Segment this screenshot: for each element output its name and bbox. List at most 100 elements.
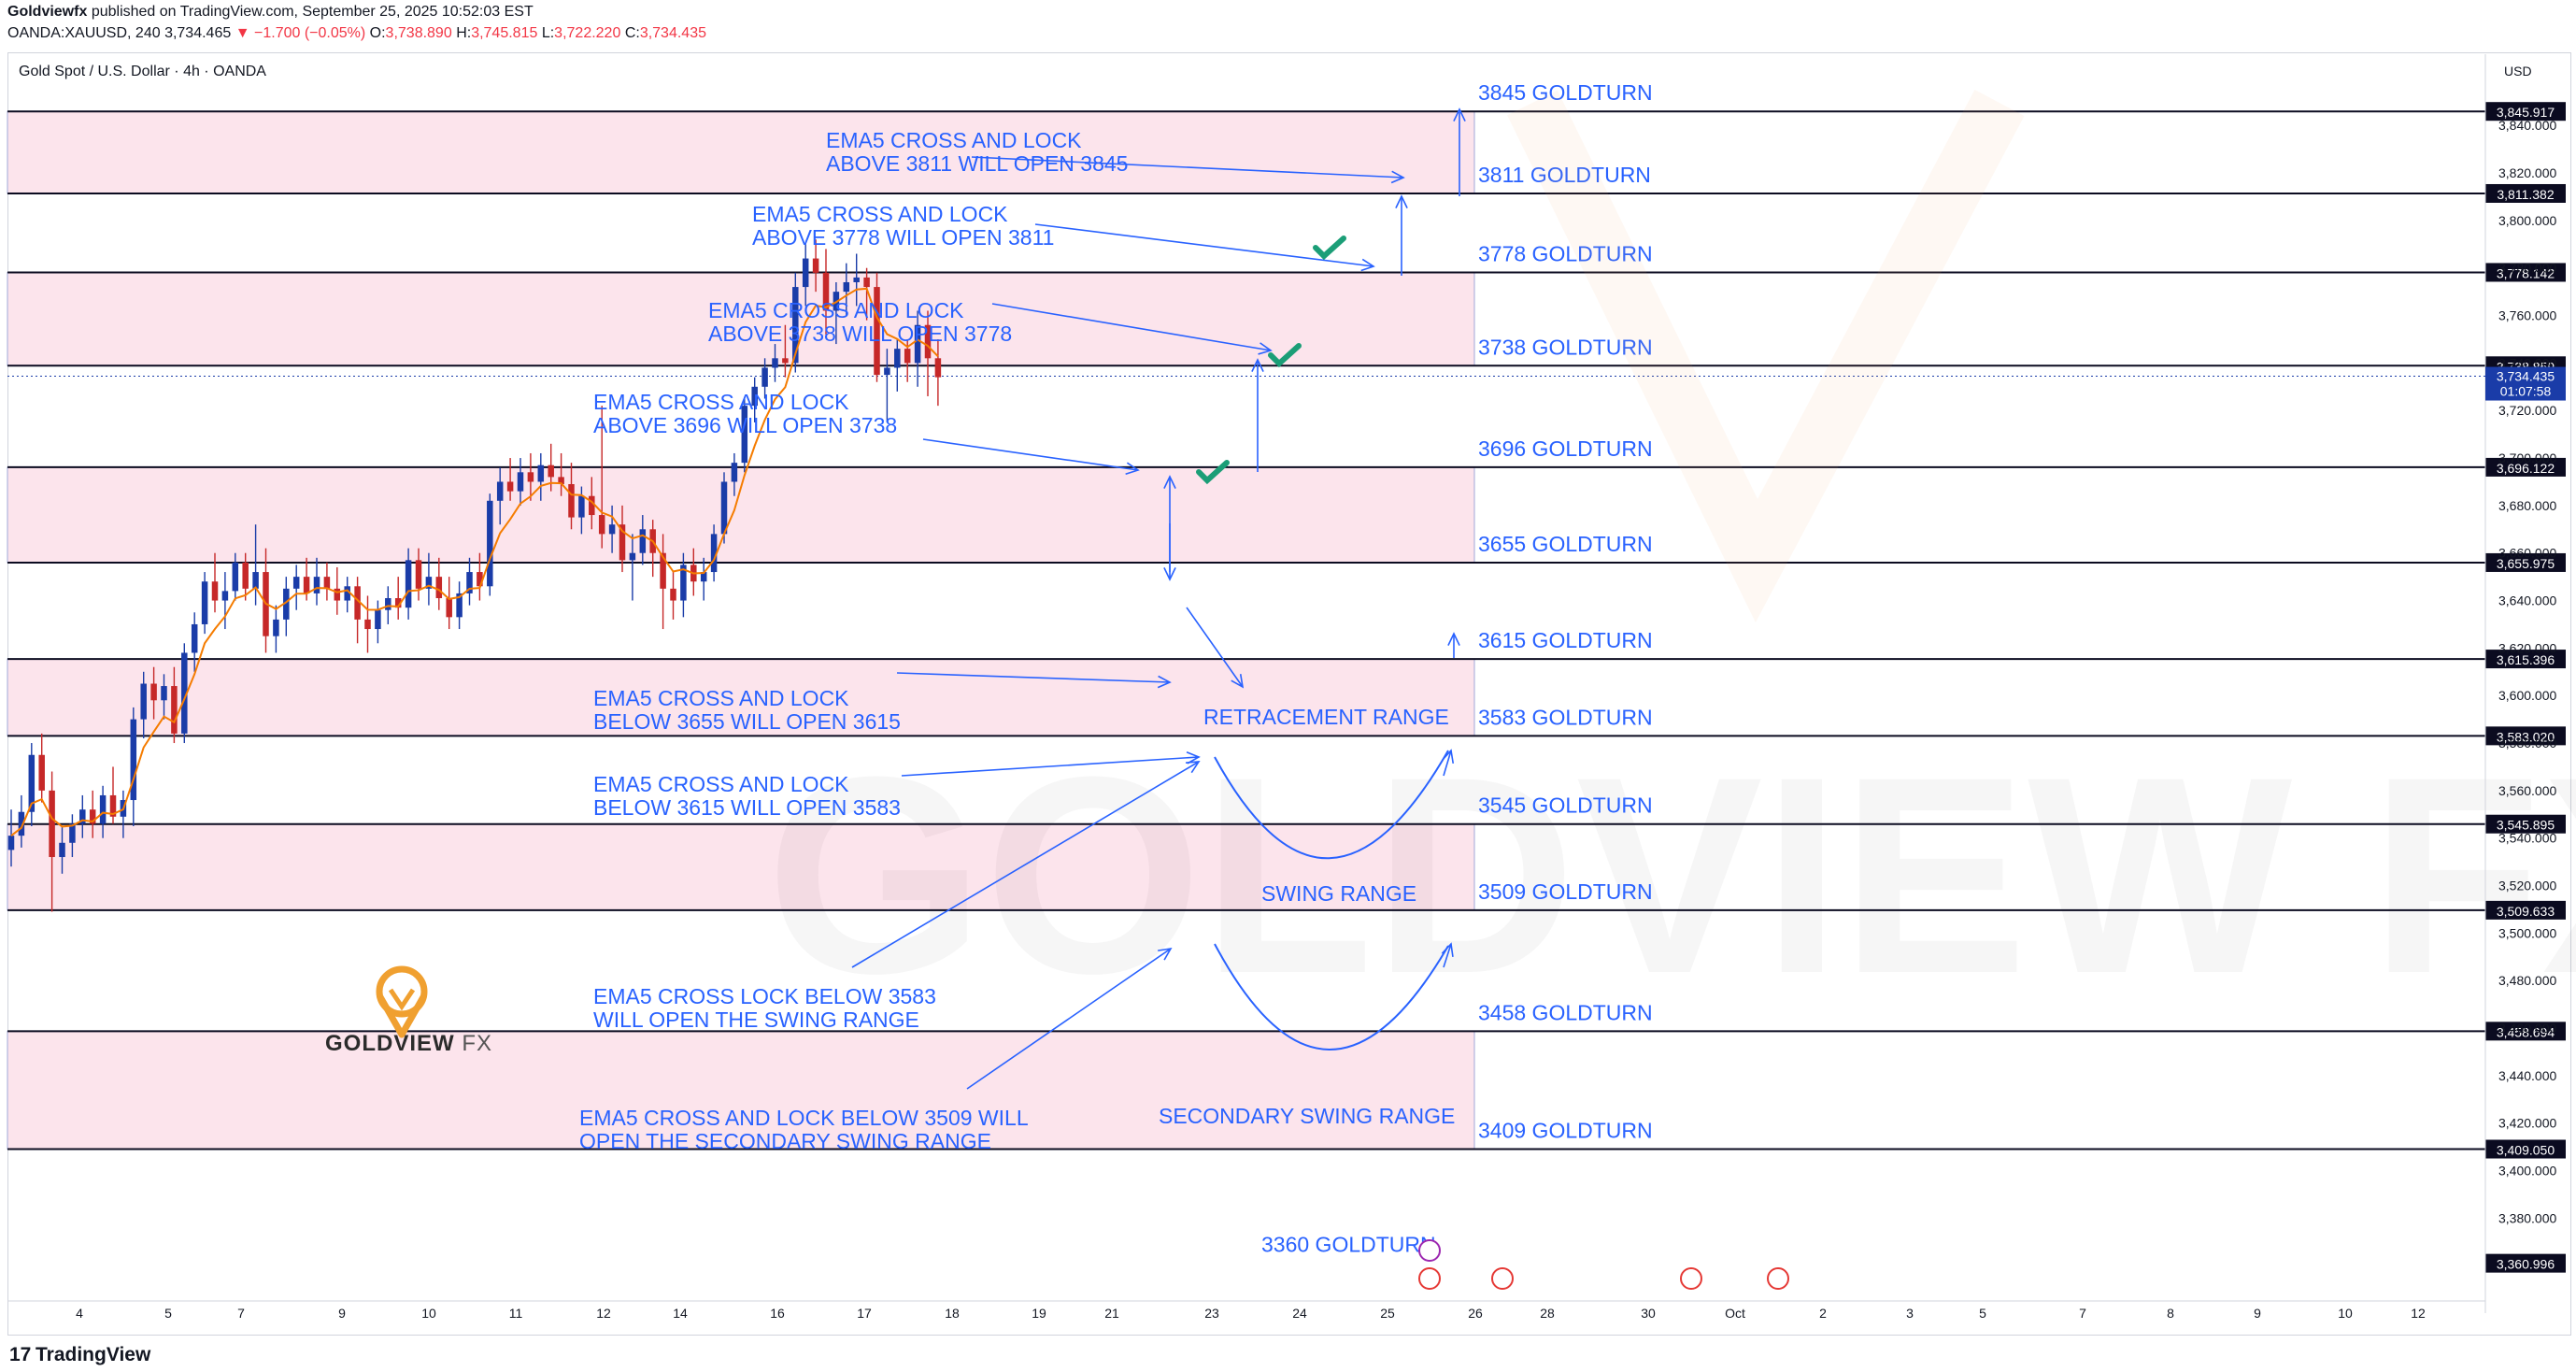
candle-body	[751, 386, 758, 407]
time-tick: 5	[164, 1306, 172, 1321]
candle-body	[608, 524, 616, 535]
time-tick: 3	[1906, 1306, 1914, 1321]
price-tick: 3,720.000	[2498, 403, 2556, 418]
price-tag-text: 3,845.917	[2497, 105, 2555, 120]
price-tick: 3,500.000	[2498, 925, 2556, 940]
arrow-head	[1185, 761, 1201, 774]
candle-body	[181, 652, 188, 734]
candle-body	[853, 277, 860, 282]
price-tag	[2485, 814, 2566, 834]
candle-body	[772, 358, 778, 368]
candle-body	[425, 577, 433, 589]
candle-body	[140, 683, 147, 720]
candle-body	[252, 572, 259, 589]
arrow-head	[1441, 749, 1455, 764]
candle-body	[150, 683, 157, 701]
swing-curve	[1214, 750, 1449, 860]
candle-body	[537, 464, 545, 482]
price-tick: 3,440.000	[2498, 1068, 2556, 1083]
candle-body	[201, 581, 208, 624]
event-flag-icon	[1680, 1267, 1702, 1290]
candle-body	[548, 464, 554, 478]
time-tick: 10	[421, 1306, 436, 1321]
event-flag-icon	[1418, 1239, 1441, 1262]
countdown-text: 01:07:58	[2500, 384, 2552, 399]
price-tick: 3,400.000	[2498, 1164, 2556, 1179]
open-value: 3,738.890	[385, 25, 452, 41]
price-tag	[2485, 102, 2566, 121]
time-tick: 16	[770, 1306, 785, 1321]
goldview-logo-icon	[376, 965, 428, 1038]
annotation-arrow	[1443, 943, 1452, 968]
secondary-swing-range-label: SECONDARY SWING RANGE	[1159, 1104, 1455, 1128]
high-value: 3,745.815	[471, 25, 538, 41]
level-label: 3778 GOLDTURN	[1478, 241, 1653, 265]
candle-body	[171, 686, 178, 734]
note-3509: EMA5 CROSS AND LOCK BELOW 3509 WILL	[579, 1106, 1029, 1130]
candle-body	[894, 349, 901, 368]
retracement-range-label: RETRACEMENT RANGE	[1203, 705, 1449, 729]
time-tick: 14	[673, 1306, 688, 1321]
annotation-arrow	[896, 672, 1171, 683]
level-label: 3545 GOLDTURN	[1478, 793, 1653, 818]
price-tag-text: 3,696.122	[2497, 461, 2555, 476]
annotation-arrow	[991, 303, 1272, 351]
event-flag-icon	[1491, 1267, 1514, 1290]
price-tag	[2485, 650, 2566, 669]
time-tick: 7	[2079, 1306, 2086, 1321]
note-3583: WILL OPEN THE SWING RANGE	[593, 1008, 919, 1032]
arrow-head	[1390, 170, 1405, 184]
note-3811: ABOVE 3811 WILL OPEN 3845	[826, 151, 1128, 176]
annotation-arrow	[971, 156, 1404, 179]
time-tick: 4	[76, 1306, 83, 1321]
candle-body	[435, 577, 443, 599]
annotation-arrow	[922, 438, 1139, 471]
publish-text: published on TradingView.com, September …	[91, 4, 534, 20]
candle-body	[446, 598, 452, 618]
level-label: 3583 GOLDTURN	[1478, 705, 1653, 729]
candle-body	[334, 588, 341, 601]
price-tick: 3,480.000	[2498, 973, 2556, 988]
annotation-arrow	[966, 948, 1172, 1090]
candle-body	[109, 794, 117, 817]
arrow-head	[1395, 194, 1408, 208]
candle-body	[161, 686, 167, 701]
annotation-arrow	[901, 756, 1200, 777]
arrow-head	[1163, 475, 1176, 489]
time-tick: 18	[945, 1306, 960, 1321]
goldview-brand-main: GOLDVIEW	[325, 1031, 455, 1056]
candle-body	[354, 586, 361, 620]
candle-body	[761, 367, 768, 387]
candle-body	[375, 609, 381, 630]
price-tick: 3,520.000	[2498, 879, 2556, 893]
candle-body	[477, 572, 483, 587]
candle-body	[303, 577, 310, 593]
arrow-head	[1125, 462, 1140, 475]
price-tick: 3,780.000	[2498, 261, 2556, 276]
note-3696: EMA5 CROSS AND LOCK	[593, 390, 849, 414]
candle-body	[578, 495, 585, 518]
candle-body	[466, 572, 473, 593]
candle-body	[99, 794, 107, 824]
publisher-name[interactable]: Goldviewfx	[7, 4, 88, 20]
candle-body	[344, 586, 350, 601]
candle-body	[456, 593, 463, 618]
price-tick: 3,660.000	[2498, 546, 2556, 561]
candle-body	[792, 287, 799, 364]
candle-body	[629, 552, 636, 561]
time-tick: 9	[2254, 1306, 2261, 1321]
tradingview-logo[interactable]: 17 TradingView	[9, 1344, 150, 1366]
currency-label[interactable]: USD	[2504, 64, 2532, 79]
price-tag-text: 3,655.975	[2497, 556, 2555, 571]
time-tick: 19	[1032, 1306, 1046, 1321]
close-label: C:	[624, 25, 640, 41]
swing-range-label: SWING RANGE	[1261, 881, 1416, 906]
candle-body	[496, 481, 504, 501]
candle-body	[28, 754, 36, 812]
symbol-title: Gold Spot / U.S. Dollar · 4h · OANDA	[19, 64, 266, 79]
candle-body	[18, 811, 25, 836]
price-tick: 3,840.000	[2498, 118, 2556, 133]
candle-body	[863, 277, 870, 288]
zone-band	[7, 466, 1475, 564]
